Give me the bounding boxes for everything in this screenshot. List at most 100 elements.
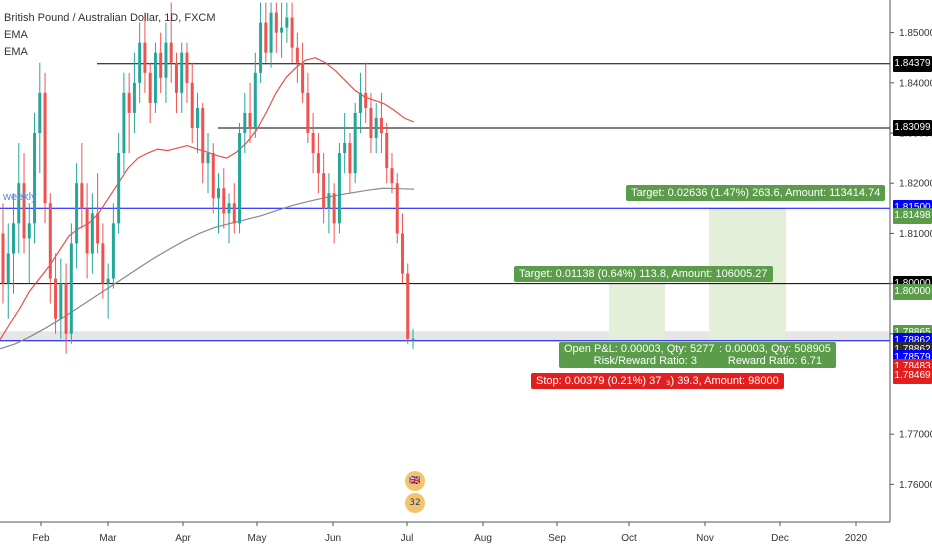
stop-label-2[interactable]: ₃) 39.3, Amount: 98000 — [661, 373, 784, 389]
candle-body-21 — [111, 223, 115, 279]
candle-body-34 — [180, 52, 184, 93]
candle-body-8 — [43, 92, 47, 204]
y-tick-label-8: 1.76000 — [899, 480, 932, 491]
target-label-2[interactable]: Target: 0.01138 (0.64%) 113.8, Amount: 1… — [514, 266, 773, 282]
y-tick-label-7: 1.77000 — [899, 430, 932, 441]
candle-body-74 — [390, 168, 394, 184]
target-label-1[interactable]: Target: 0.02636 (1.47%) 263.6, Amount: 1… — [626, 185, 886, 201]
candle-body-28 — [148, 72, 152, 103]
event-count-1: 3 — [409, 498, 415, 508]
candle-body-12 — [64, 283, 68, 334]
candle-body-63 — [332, 193, 336, 224]
event-count-2: 2 — [415, 498, 421, 508]
x-tick-label-2: Apr — [175, 533, 191, 544]
x-tick-label-5: Jul — [401, 533, 414, 544]
candle-body-50 — [264, 22, 268, 53]
y-tick-label-1: 1.84000 — [899, 78, 932, 89]
candle-body-0 — [1, 233, 5, 284]
candle-body-43 — [227, 203, 231, 214]
candle-body-3 — [17, 183, 21, 224]
candle-body-78 — [411, 338, 415, 340]
candle-body-35 — [185, 52, 189, 83]
x-tick-label-4: Jun — [325, 533, 341, 544]
candle-body-75 — [395, 183, 399, 234]
candle-body-11 — [59, 283, 63, 319]
candle-body-10 — [54, 278, 58, 319]
candle-body-39 — [206, 153, 210, 164]
y-tick-label-4: 1.81000 — [899, 229, 932, 240]
candle-body-51 — [269, 12, 273, 53]
candle-body-45 — [238, 133, 242, 224]
candle-body-4 — [22, 183, 26, 239]
pnl-label-1-line2: Risk/Reward Ratio: 3 — [593, 355, 697, 367]
x-tick-label-10: Dec — [771, 533, 789, 544]
candle-body-27 — [143, 42, 147, 73]
candle-body-60 — [316, 153, 320, 174]
x-tick-label-7: Sep — [548, 533, 566, 544]
x-tick-label-1: Mar — [99, 533, 117, 544]
candle-body-68 — [358, 92, 362, 113]
candle-body-59 — [311, 133, 315, 154]
candle-body-15 — [80, 183, 84, 209]
ema-fast-line — [0, 57, 415, 341]
candle-body-65 — [343, 143, 347, 154]
ema-legend-1: EMA — [4, 29, 28, 41]
candle-body-66 — [348, 143, 352, 174]
candle-body-41 — [217, 188, 221, 199]
candle-body-19 — [101, 243, 105, 284]
gbp-aud-event-icon[interactable]: 32 — [405, 493, 425, 513]
price-tag-3: 1.81498 — [893, 208, 932, 225]
candle-body-26 — [138, 42, 142, 83]
pnl-label-1[interactable]: Open P&L: 0.00003, Qty: 527704 Risk/Rewa… — [559, 342, 732, 368]
x-tick-label-8: Oct — [621, 533, 637, 544]
price-tag-11: 1.78469 — [893, 368, 932, 385]
candle-body-29 — [153, 52, 157, 103]
candle-body-32 — [169, 42, 173, 63]
candle-body-17 — [90, 213, 94, 254]
candle-body-69 — [364, 92, 368, 108]
candle-body-24 — [127, 92, 131, 113]
candle-body-71 — [374, 117, 378, 139]
candle-body-72 — [379, 117, 383, 134]
pnl-label-2-line2: Reward Ratio: 6.71 — [727, 355, 823, 367]
candle-body-5 — [27, 223, 31, 239]
candle-body-56 — [295, 47, 299, 63]
candle-body-73 — [385, 133, 389, 169]
price-tag-5: 1.80000 — [893, 283, 932, 300]
support-band — [0, 331, 890, 341]
candle-body-52 — [274, 12, 278, 33]
candle-body-18 — [96, 213, 100, 244]
candle-body-23 — [122, 92, 126, 154]
candle-body-54 — [285, 17, 289, 28]
target-zone-1 — [609, 283, 665, 341]
candle-body-49 — [259, 22, 263, 73]
candle-body-47 — [248, 112, 252, 128]
symbol-legend: British Pound / Australian Dollar, 1D, F… — [4, 12, 216, 24]
candle-body-77 — [406, 273, 410, 339]
candle-body-70 — [369, 107, 373, 139]
candle-body-33 — [174, 62, 178, 93]
y-tick-label-0: 1.85000 — [899, 28, 932, 39]
candle-body-1 — [6, 253, 10, 284]
candle-body-2 — [12, 223, 16, 254]
pnl-label-2[interactable]: : 0.00003, Qty: 508905 Reward Ratio: 6.7… — [714, 342, 836, 368]
candle-body-58 — [306, 92, 310, 134]
candle-body-14 — [75, 183, 79, 244]
candle-body-9 — [48, 203, 52, 279]
candle-body-16 — [85, 208, 89, 254]
candle-body-57 — [301, 62, 305, 93]
candle-body-62 — [327, 193, 331, 209]
ema-slow-line — [0, 187, 415, 350]
x-tick-label-11: 2020 — [845, 533, 868, 544]
gbp-aud-flag-icon[interactable]: 🇬🇧 — [405, 471, 425, 491]
pnl-label-2-line1: : 0.00003, Qty: 508905 — [719, 343, 831, 355]
price-tag-1: 1.83099 — [893, 120, 932, 137]
candle-body-48 — [253, 72, 257, 128]
pnl-label-1-line1: Open P&L: 0.00003, Qty: 527704 — [564, 343, 727, 355]
x-tick-label-6: Aug — [474, 533, 492, 544]
candle-body-76 — [400, 233, 404, 274]
candle-body-7 — [38, 92, 42, 134]
ema-legend-2: EMA — [4, 46, 28, 58]
